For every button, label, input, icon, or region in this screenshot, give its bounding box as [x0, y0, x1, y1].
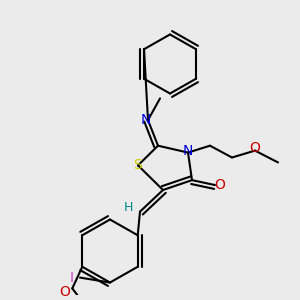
Text: H: H — [123, 201, 133, 214]
Text: S: S — [134, 158, 142, 172]
Text: I: I — [70, 271, 74, 285]
Text: O: O — [59, 285, 70, 299]
Text: N: N — [183, 144, 193, 158]
Text: N: N — [141, 113, 151, 127]
Text: O: O — [250, 141, 260, 155]
Text: O: O — [214, 178, 225, 192]
